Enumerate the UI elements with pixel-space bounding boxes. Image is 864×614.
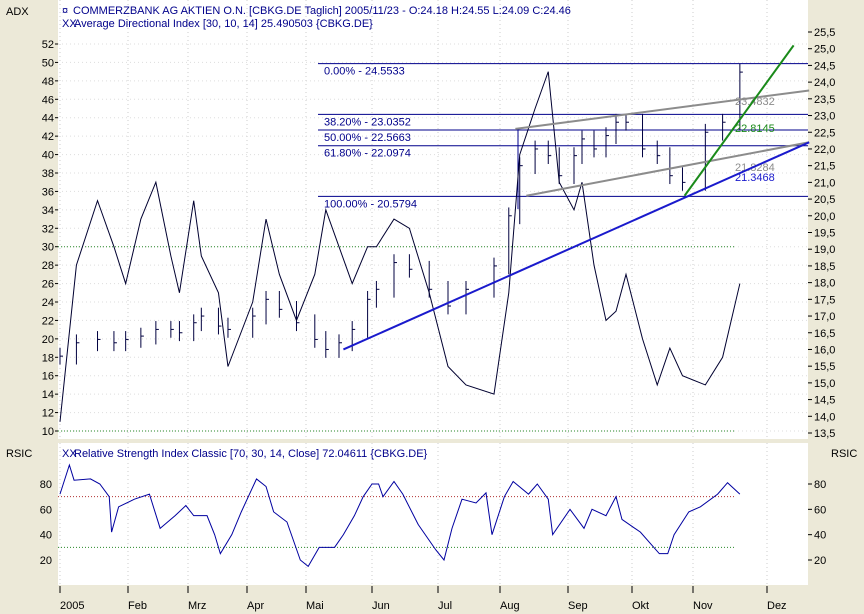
rsi-line [59,463,741,568]
x-tick-label: Mrz [188,600,206,612]
price-tick-label: 17,5 [814,294,835,306]
x-tick-label: Jul [438,600,452,612]
main-panel[interactable] [58,0,808,439]
rsi-tick-label-right: 60 [814,504,826,516]
fib-level-label: 0.00% - 24.5533 [324,66,405,78]
x-tick-label: 2005 [60,600,84,612]
trendline[interactable] [515,89,810,130]
fib-level-label: 100.00% - 20.5794 [324,198,417,210]
trendline[interactable] [683,44,795,197]
rsi-tick-label-right: 80 [814,479,826,491]
price-tick-label: 25,5 [814,27,835,39]
adx-tick-label: 18 [42,352,54,364]
price-tick-label: 16,0 [814,344,835,356]
adx-tick-label: 30 [42,242,54,254]
trendline[interactable] [342,141,810,351]
rsi-tick-label-left: 60 [40,504,52,516]
price-tick-label: 19,5 [814,228,835,240]
price-tick-label: 19,0 [814,244,835,256]
price-tick-label: 18,5 [814,261,835,273]
x-tick-label: Jun [372,600,390,612]
price-tick-label: 22,5 [814,127,835,139]
adx-tick-label: 24 [42,297,54,309]
adx-tick-label: 36 [42,186,54,198]
price-tick-label: 23,0 [814,111,835,123]
price-tick-label: 17,0 [814,311,835,323]
adx-tick-label: 48 [42,76,54,88]
adx-tick-label: 26 [42,279,54,291]
rsi-right-label: RSIC [831,448,857,460]
adx-tick-label: 46 [42,94,54,106]
price-tick-label: 15,5 [814,361,835,373]
adx-tick-label: 34 [42,205,54,217]
adx-tick-label: 28 [42,260,54,272]
adx-tick-label: 32 [42,223,54,235]
adx-tick-label: 16 [42,371,54,383]
trendline-value-label: 21.3468 [735,172,775,184]
rsi-tick-label-left: 80 [40,479,52,491]
adx-legend[interactable]: Average Directional Index [30, 10, 14] 2… [74,18,373,30]
price-tick-label: 20,5 [814,194,835,206]
trendline-value-label: 23.4832 [735,96,775,108]
price-tick-label: 18,0 [814,278,835,290]
price-tick-label: 20,0 [814,211,835,223]
adx-tick-label: 40 [42,150,54,162]
price-tick-label: 24,0 [814,77,835,89]
price-symbol-icon: ¤ [62,5,68,17]
fib-level-label: 38.20% - 23.0352 [324,116,411,128]
adx-tick-label: 50 [42,57,54,69]
price-tick-label: 13,5 [814,428,835,440]
adx-tick-label: 12 [42,408,54,420]
price-tick-label: 14,0 [814,411,835,423]
price-tick-label: 23,5 [814,94,835,106]
fib-level-label: 50.00% - 22.5663 [324,132,411,144]
price-tick-label: 15,0 [814,378,835,390]
marks: 0.00% - 24.5533 38.20% - 23.0352 50.00% - … [59,44,810,568]
price-tick-label: 24,5 [814,60,835,72]
rsi-legend[interactable]: Relative Strength Index Classic [70, 30,… [74,448,428,460]
x-tick-label: Mai [306,600,324,612]
x-tick-label: Okt [632,600,649,612]
adx-line [59,71,741,422]
price-tick-label: 21,5 [814,161,835,173]
rsi-tick-label-left: 40 [40,530,52,542]
adx-tick-label: 10 [42,426,54,438]
fib-level-label: 61.80% - 22.0974 [324,148,411,160]
adx-tick-label: 20 [42,334,54,346]
adx-tick-label: 14 [42,389,54,401]
rsi-symbol-icon: XX [62,448,77,460]
rsi-tick-label-right: 40 [814,530,826,542]
rsi-tick-label-right: 20 [814,555,826,567]
x-tick-label: Nov [693,600,713,612]
adx-tick-label: 44 [42,113,54,125]
price-tick-label: 14,5 [814,395,835,407]
x-tick-label: Dez [767,600,787,612]
price-tick-label: 25,0 [814,44,835,56]
rsi-panel[interactable] [58,443,808,585]
price-tick-label: 16,5 [814,328,835,340]
trendline-value-label: 22.8145 [735,123,775,135]
grid [58,0,808,585]
price-tick-label: 22,0 [814,144,835,156]
adx-symbol-icon: XX [62,18,77,30]
x-tick-label: Apr [247,600,264,612]
price-tick-label: 21,0 [814,177,835,189]
price-legend[interactable]: COMMERZBANK AG AKTIEN O.N. [CBKG.DE Tagl… [73,5,571,17]
adx-tick-label: 38 [42,168,54,180]
axes: 2005 Feb Mrz Apr Mai Jun Jul Aug Sep Okt Nov Dez 10 1… [40,27,836,612]
x-tick-label: Aug [500,600,520,612]
rsi-tick-label-left: 20 [40,555,52,567]
rsi-left-label: RSIC [6,448,32,460]
adx-tick-label: 42 [42,131,54,143]
adx-tick-label: 22 [42,315,54,327]
x-tick-label: Feb [128,600,147,612]
adx-axis-label: ADX [6,6,29,18]
x-tick-label: Sep [568,600,588,612]
adx-tick-label: 52 [42,39,54,51]
trendline[interactable] [526,141,810,197]
